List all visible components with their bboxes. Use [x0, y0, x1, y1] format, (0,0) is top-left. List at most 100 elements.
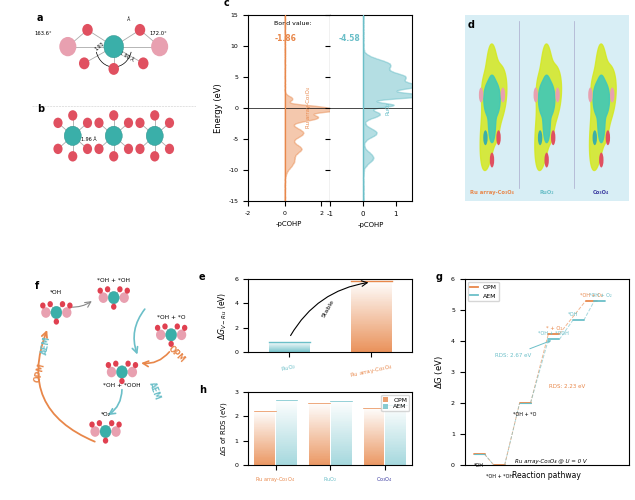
Bar — [309, 428, 330, 429]
Bar — [254, 454, 275, 455]
Bar — [351, 291, 392, 292]
Circle shape — [98, 292, 108, 303]
Bar — [254, 457, 275, 458]
Bar — [276, 430, 297, 432]
Bar — [385, 412, 406, 413]
Text: c: c — [224, 0, 229, 8]
Bar — [351, 316, 392, 317]
Bar — [331, 411, 352, 412]
Bar — [351, 335, 392, 336]
Bar — [309, 410, 330, 411]
Bar — [351, 285, 392, 286]
Bar — [309, 453, 330, 454]
Bar — [364, 424, 384, 425]
Bar — [351, 307, 392, 308]
Bar — [254, 450, 275, 451]
Bar — [351, 283, 392, 284]
Bar — [364, 458, 384, 460]
Bar — [309, 447, 330, 448]
Bar — [254, 425, 275, 426]
Bar — [309, 420, 330, 421]
Circle shape — [124, 144, 133, 154]
Bar — [276, 464, 297, 465]
Bar — [364, 437, 384, 438]
Bar — [331, 434, 352, 436]
Bar — [331, 460, 352, 461]
Bar — [364, 409, 384, 410]
Bar — [364, 457, 384, 458]
Circle shape — [60, 301, 65, 307]
Circle shape — [538, 130, 542, 145]
Bar — [331, 425, 352, 426]
Bar — [385, 437, 406, 438]
Bar — [331, 431, 352, 432]
Bar — [351, 302, 392, 303]
Bar — [276, 436, 297, 437]
Bar — [276, 408, 297, 409]
Circle shape — [109, 110, 118, 120]
Text: Stable: Stable — [321, 299, 336, 319]
Bar — [276, 437, 297, 438]
Bar — [385, 460, 406, 461]
Bar — [364, 429, 384, 430]
Circle shape — [135, 118, 145, 128]
Bar — [385, 454, 406, 455]
Bar — [385, 444, 406, 445]
Bar — [385, 411, 406, 412]
Bar — [385, 426, 406, 427]
Text: *OH: *OH — [474, 463, 484, 468]
Bar — [351, 340, 392, 342]
Bar — [309, 435, 330, 436]
Bar — [385, 464, 406, 465]
Bar — [364, 410, 384, 412]
Bar — [364, 421, 384, 422]
Bar — [331, 447, 352, 448]
Bar — [276, 446, 297, 447]
Circle shape — [175, 324, 180, 330]
Bar — [364, 422, 384, 424]
Bar — [276, 454, 297, 456]
Bar — [309, 404, 330, 405]
Bar — [364, 456, 384, 457]
Bar — [276, 420, 297, 421]
Bar — [331, 410, 352, 411]
Bar — [351, 339, 392, 340]
Bar — [364, 428, 384, 429]
Bar — [351, 338, 392, 339]
Bar — [364, 442, 384, 444]
Circle shape — [90, 422, 95, 428]
Text: h: h — [199, 385, 206, 395]
Bar — [254, 453, 275, 454]
Text: Co₃O₄: Co₃O₄ — [593, 190, 610, 196]
Bar — [331, 458, 352, 459]
Bar — [276, 439, 297, 440]
Circle shape — [105, 362, 111, 368]
Bar — [276, 400, 297, 402]
Bar — [309, 405, 330, 406]
Circle shape — [177, 330, 186, 340]
Circle shape — [53, 118, 63, 128]
Bar — [351, 346, 392, 347]
Bar — [254, 436, 275, 437]
Bar — [254, 443, 275, 444]
Text: RuO₂: RuO₂ — [539, 190, 554, 196]
Circle shape — [67, 302, 72, 308]
Bar — [331, 456, 352, 458]
Bar — [331, 400, 352, 401]
Text: *OH + *OOH: *OH + *OOH — [538, 331, 570, 336]
Bar — [351, 337, 392, 338]
Bar — [331, 451, 352, 452]
Circle shape — [109, 151, 118, 162]
Circle shape — [97, 420, 102, 426]
Bar — [254, 445, 275, 446]
Circle shape — [128, 366, 137, 378]
Bar — [254, 422, 275, 424]
Bar — [364, 460, 384, 461]
Bar — [276, 458, 297, 459]
Bar — [309, 452, 330, 453]
Bar — [309, 414, 330, 415]
FancyBboxPatch shape — [465, 15, 629, 201]
Bar — [309, 418, 330, 419]
Bar — [309, 437, 330, 438]
Bar — [331, 426, 352, 427]
